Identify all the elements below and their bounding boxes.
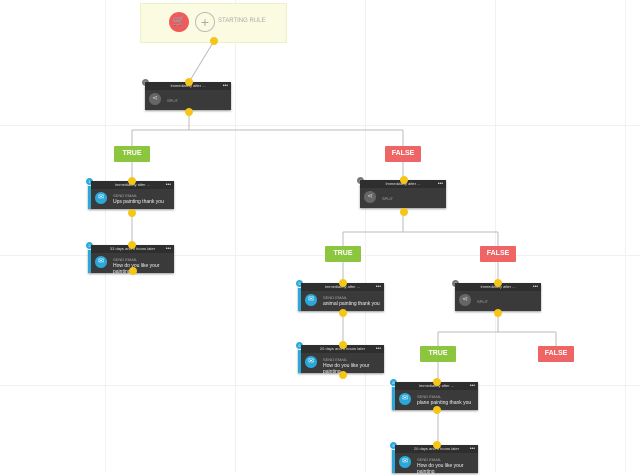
more-menu-icon[interactable]: ••• <box>375 284 381 290</box>
send-email-node[interactable]: 6 20 days and 0 hours later••• ✉ SEND EM… <box>295 341 384 375</box>
more-menu-icon[interactable]: ••• <box>437 181 443 187</box>
connector-handle[interactable] <box>339 279 347 287</box>
starting-rule[interactable]: 🛒 + STARTING RULE <box>140 3 287 43</box>
connector-handle[interactable] <box>339 309 347 317</box>
node-text: plane painting thank you <box>417 400 472 406</box>
split-node[interactable]: 3 Immediately after ...••• ⋖ SPLIT <box>141 78 231 110</box>
branch-true[interactable]: TRUE <box>325 246 361 262</box>
starting-rule-label: STARTING RULE <box>218 18 266 24</box>
connector-handle[interactable] <box>494 309 502 317</box>
branch-false[interactable]: FALSE <box>385 146 421 162</box>
more-menu-icon[interactable]: ••• <box>375 346 381 352</box>
node-type: SPLIT <box>167 98 179 103</box>
more-menu-icon[interactable]: ••• <box>165 182 171 188</box>
split-icon: ⋖ <box>364 191 376 203</box>
more-menu-icon[interactable]: ••• <box>469 383 475 389</box>
connector-handle[interactable] <box>339 371 347 379</box>
node-type: SEND EMAIL <box>323 295 348 300</box>
connector-handle[interactable] <box>128 241 136 249</box>
email-icon: ✉ <box>95 256 107 268</box>
node-type: SEND EMAIL <box>113 193 138 198</box>
node-type: SEND EMAIL <box>113 257 138 262</box>
connector-handle[interactable] <box>185 108 193 116</box>
node-text: How do you like your painting <box>417 463 464 475</box>
email-icon: ✉ <box>399 456 411 468</box>
email-icon: ✉ <box>399 393 411 405</box>
more-menu-icon[interactable]: ••• <box>165 246 171 252</box>
shopping-cart-icon: 🛒 <box>169 12 189 32</box>
node-text: How do you like your painting <box>113 263 160 275</box>
node-text: How do you like your painting <box>323 363 370 375</box>
connector-handle[interactable] <box>128 209 136 217</box>
email-icon: ✉ <box>305 356 317 368</box>
connector-handle[interactable] <box>128 177 136 185</box>
more-menu-icon[interactable]: ••• <box>532 284 538 290</box>
node-type: SPLIT <box>477 299 489 304</box>
connector-handle[interactable] <box>129 267 137 275</box>
node-type: SEND EMAIL <box>417 457 442 462</box>
connector-handle[interactable] <box>433 441 441 449</box>
node-text: Ups painting thank you <box>113 199 164 205</box>
node-type: SPLIT <box>382 196 394 201</box>
plus-icon[interactable]: + <box>195 12 215 32</box>
node-type: SEND EMAIL <box>323 357 348 362</box>
send-email-node[interactable]: 1 Immediately after ... ••• ✉ SEND EMAIL … <box>85 177 174 209</box>
connector-handle[interactable] <box>400 176 408 184</box>
connector-handle[interactable] <box>185 78 193 86</box>
connector-handle[interactable] <box>494 279 502 287</box>
connector-handle[interactable] <box>210 37 218 45</box>
send-email-node[interactable]: 5 Immediately after ... ••• ✉ SEND EMAIL … <box>295 279 384 311</box>
more-menu-icon[interactable]: ••• <box>222 83 228 89</box>
split-node[interactable]: 4 Immediately after ...••• ⋖ SPLIT <box>356 176 446 208</box>
node-type: SEND EMAIL <box>417 394 442 399</box>
node-text: animal painting thank you <box>323 301 380 307</box>
split-icon: ⋖ <box>459 294 471 306</box>
split-node[interactable]: 7 Immediately after ...••• ⋖ SPLIT <box>451 279 541 311</box>
email-icon: ✉ <box>305 294 317 306</box>
connector-handle[interactable] <box>400 208 408 216</box>
email-icon: ✉ <box>95 192 107 204</box>
send-email-node[interactable]: 9 20 days and 0 hours later••• ✉ SEND EM… <box>389 441 478 475</box>
branch-false[interactable]: FALSE <box>480 246 516 262</box>
connector-handle[interactable] <box>433 406 441 414</box>
send-email-node[interactable]: 8 Immediately after ... ••• ✉ SEND EMAIL … <box>389 378 478 410</box>
branch-false[interactable]: FALSE <box>538 346 574 362</box>
branch-true[interactable]: TRUE <box>420 346 456 362</box>
more-menu-icon[interactable]: ••• <box>469 446 475 452</box>
split-icon: ⋖ <box>149 93 161 105</box>
connector-line <box>188 40 215 83</box>
connector-handle[interactable] <box>339 341 347 349</box>
branch-true[interactable]: TRUE <box>114 146 150 162</box>
connector-handle[interactable] <box>433 378 441 386</box>
